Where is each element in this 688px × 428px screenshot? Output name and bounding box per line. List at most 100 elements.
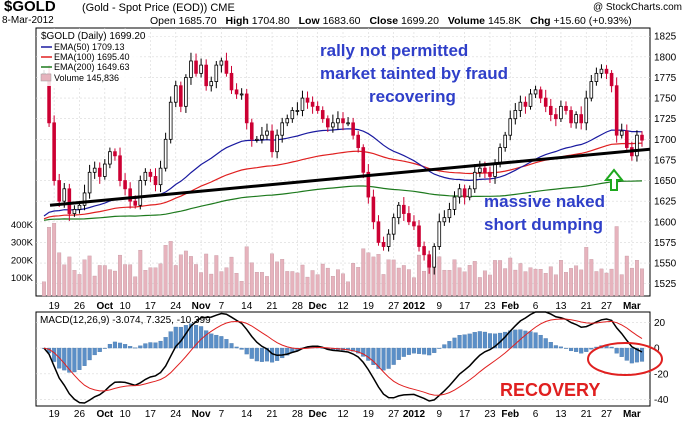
macd-hist-bar [503,331,508,349]
candle [260,134,264,140]
low-value: 1683.60 [322,15,361,27]
candle [331,122,335,128]
candle [118,155,122,181]
macd-hist-bar [351,347,356,352]
macd-hist-bar [558,346,563,349]
macd-hist-bar [199,326,204,349]
candle [432,246,437,268]
macd-hist-bar [477,331,482,349]
x-tick-label: 28 [292,409,304,420]
price-tick-label: 1625 [654,197,677,208]
candle [290,110,295,120]
macd-hist-bar [239,347,244,350]
price-tick-label: 1800 [654,52,677,63]
macd-legend: MACD(12,26,9) -3.074, 7.325, -10.399 [40,315,211,326]
close-label: Close [369,15,399,27]
candle [326,118,330,128]
x-tick-label: 28 [292,301,304,312]
candle [356,134,360,148]
close-value: 1699.20 [400,15,439,27]
x-tick-label: 27 [601,301,613,312]
macd-hist-bar [569,347,574,352]
macd-hist-bar [609,346,614,349]
volume-bar [214,255,219,297]
macd-hist-bar [548,342,553,349]
macd-hist-bar [411,347,416,354]
volume-bar [366,252,371,297]
macd-hist-bar [513,329,518,349]
candle [478,167,482,173]
macd-hist-bar [619,347,624,357]
candle [148,171,153,177]
chart-date: 8-Mar-2012 [2,15,54,26]
x-tick-label: 27 [388,301,400,312]
candle [417,225,421,247]
macd-hist-bar [629,347,634,364]
volume-bar [513,269,518,297]
candle [554,114,558,120]
candle [57,180,61,202]
x-tick-label: 19 [363,409,375,420]
macd-hist-bar [107,343,112,349]
volume-bar [275,261,280,297]
macd-hist-bar [563,347,569,349]
candle [508,118,513,136]
candle [72,209,77,214]
volume-bar [118,254,122,297]
candle [447,209,452,219]
macd-hist-bar [553,345,558,349]
legend-box [38,29,140,86]
macd-hist-bar [133,347,138,349]
macd-hist-bar [52,347,57,362]
candle [138,180,143,206]
candle [265,130,269,136]
recovery-circle [587,342,663,376]
x-tick-label: 7 [219,301,225,312]
annotation-short: short dumping [484,215,603,234]
candle [62,188,67,202]
volume-axis: 100K 200K 300K 400K [11,220,34,284]
volume-bar [640,268,644,297]
volume-bar [624,255,629,297]
volume-bar [538,269,543,297]
x-tick-label: 27 [601,409,613,420]
volume-bar [371,256,376,297]
volume-bar [553,274,558,297]
candle [594,72,599,82]
symbol-subtitle: (Gold - Spot Price (EOD)) CME [82,2,235,14]
macd-hist-bar [234,346,239,349]
candle [609,72,614,87]
green-up-arrow [603,168,625,191]
x-tick-label: 2012 [403,301,426,312]
volume-tick-label: 100K [11,273,34,284]
candle [371,196,376,223]
candle [427,254,431,268]
macd-hist-bar [406,347,411,355]
x-tick-label: 12 [337,301,349,312]
x-tick-label: 19 [49,301,61,312]
volume-bar [396,267,401,297]
macd-hist-bar [584,347,589,352]
candle [396,204,401,219]
volume-bar [391,259,396,297]
chg-value: +15.60 (+0.93%) [553,15,632,27]
volume-bar [558,260,563,297]
macd-hist-bar [249,347,254,359]
x-tick-label: 14 [241,301,253,312]
volume-bar [325,267,330,297]
x-tick-label: 21 [581,409,593,420]
candle [483,167,487,173]
macd-hist-bar [92,347,97,356]
volume-bar [564,272,568,297]
candle [589,81,594,99]
x-tick-label: 6 [533,409,539,420]
volume-bar [72,270,77,297]
volume-bar [204,253,209,297]
volume-bar [477,277,482,297]
volume-bar [123,264,128,297]
candle [493,163,497,177]
volume-bar [412,277,416,297]
x-tick-label: 21 [266,409,278,420]
candle [574,114,578,124]
recovery-label: RECOVERY [500,380,600,400]
